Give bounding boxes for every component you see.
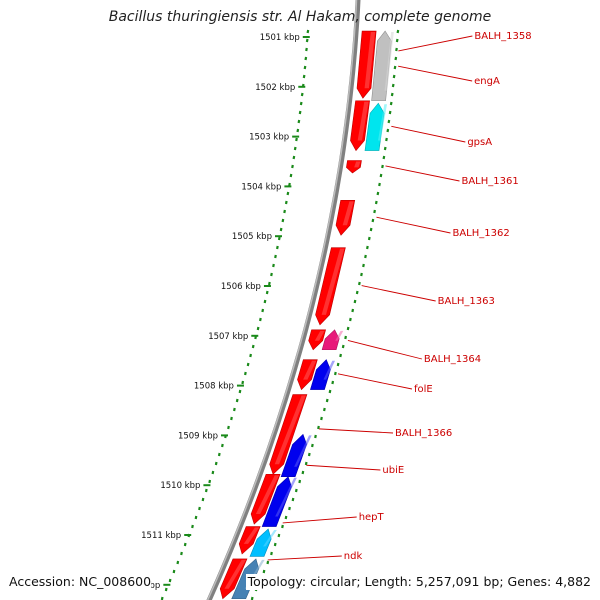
gene-label: BALH_1362	[452, 228, 509, 239]
kbp-tick-label: 1505 kbp	[232, 232, 272, 242]
backbone-layer	[206, 0, 361, 600]
plus-strand-gene-arrow	[371, 30, 394, 102]
minus-strand-gene-arrow-highlight	[255, 475, 280, 515]
gene-label-leader	[282, 516, 357, 524]
genes-layer	[219, 30, 394, 600]
gene-label-leader	[267, 555, 342, 561]
plus-strand-gene-arrow	[310, 359, 335, 390]
gene-label: ubiE	[382, 465, 404, 476]
plus-strand-gene-arrow-highlight	[335, 330, 344, 341]
gene-label-leader	[318, 428, 394, 434]
gene-label: ndk	[344, 551, 363, 562]
minus-strand-gene-arrow	[335, 200, 356, 236]
gene-label: BALH_1361	[461, 176, 518, 187]
genome-backbone-highlight	[206, 0, 358, 600]
minus-strand-gene-arrow-highlight	[354, 161, 361, 168]
map-title: Bacillus thuringiensis str. Al Hakam, co…	[108, 9, 492, 25]
minus-strand-gene-arrow	[308, 329, 327, 351]
gene-label: engA	[474, 76, 500, 87]
minus-strand-gene-arrow	[238, 526, 261, 555]
plus-strand-gene-arrow-highlight	[384, 32, 394, 91]
minus-strand-gene-arrow-highlight	[243, 527, 260, 544]
minus-strand-gene-arrow	[250, 473, 281, 525]
kbp-tick-label: 1509 kbp	[178, 431, 218, 441]
minus-strand-gene-arrow-highlight	[303, 360, 317, 380]
minus-strand-gene-arrow	[346, 160, 362, 174]
minus-strand-gene-arrow-highlight	[342, 201, 354, 226]
plus-strand-gene-arrow	[261, 476, 297, 527]
plus-strand-gene-arrow	[249, 528, 277, 557]
kbp-tick-label: 1508 kbp	[194, 382, 234, 392]
kbp-tick-label: 1506 kbp	[221, 282, 261, 292]
gene-label-leader	[361, 285, 436, 302]
minus-strand-gene-arrow	[219, 558, 248, 600]
kbp-tick-label: 1507 kbp	[208, 332, 248, 342]
gene-label-leader	[398, 65, 473, 82]
gene-label-leader	[306, 464, 381, 471]
gene-label-leader	[398, 35, 473, 52]
gene-label: gpsA	[467, 137, 492, 148]
plus-strand-gene-arrow	[364, 102, 388, 151]
plus-strand-gene-arrow-highlight	[275, 477, 297, 517]
minus-strand-gene-arrow-highlight	[321, 248, 345, 315]
genome-backbone	[206, 0, 361, 600]
plus-strand-gene-arrow-highlight	[294, 435, 312, 467]
kbp-scale-ruler	[160, 29, 310, 600]
minus-strand-gene-arrow	[315, 247, 346, 326]
gene-label-leader	[385, 165, 460, 182]
kbp-tick-label: 1510 kbp	[160, 481, 200, 491]
kbp-tick-label: 1511 kbp	[141, 531, 181, 541]
kbp-tick-label: 1503 kbp	[249, 133, 289, 143]
minus-strand-gene-arrow	[297, 359, 318, 391]
genome-summary-text: Topology: circular; Length: 5,257,091 bp…	[245, 574, 591, 590]
minus-strand-gene-arrow	[350, 100, 370, 152]
kbp-tick-label: 1502 kbp	[255, 83, 295, 93]
gene-label: BALH_1366	[395, 428, 452, 439]
minus-strand-gene-arrow-highlight	[357, 101, 369, 141]
minus-strand-gene-arrow	[356, 30, 377, 99]
ruler-layer: 1501 kbp 1502 kbp 1503 kbp 1504 kbp 1505 kbp…	[120, 29, 400, 600]
minus-strand-gene-arrow	[269, 394, 308, 475]
plus-strand-gene-arrow-highlight	[323, 360, 335, 380]
gene-label: folE	[414, 384, 433, 395]
gene-label: hepT	[359, 512, 385, 523]
plus-strand-gene-arrow	[321, 329, 344, 351]
accession-text: Accession: NC_008600	[9, 574, 152, 590]
labels-layer: BALH_1358 engA gpsA BALH_1361 BALH_1362 BALH_…	[267, 31, 532, 562]
minus-strand-gene-arrow-highlight	[224, 559, 246, 589]
plus-strand-gene-arrow-highlight	[377, 104, 388, 141]
kbp-tick-label: 1504 kbp	[241, 182, 281, 192]
kbp-tick-label: 1501 kbp	[260, 33, 300, 43]
minus-strand-gene-arrow-highlight	[364, 32, 376, 89]
gene-label: BALH_1363	[438, 296, 495, 307]
minus-strand-gene-arrow-highlight	[274, 395, 306, 465]
plus-strand-gene-arrow-highlight	[263, 530, 277, 547]
gene-label: BALH_1358	[474, 31, 531, 42]
gene-label-leader	[391, 125, 466, 143]
gene-label-leader	[376, 216, 451, 234]
gene-label-leader	[337, 373, 413, 390]
gene-label: BALH_1364	[424, 354, 481, 365]
strand-guide-ruler	[250, 29, 400, 600]
minus-strand-gene-arrow-highlight	[314, 330, 325, 341]
gene-label-leader	[347, 340, 423, 360]
